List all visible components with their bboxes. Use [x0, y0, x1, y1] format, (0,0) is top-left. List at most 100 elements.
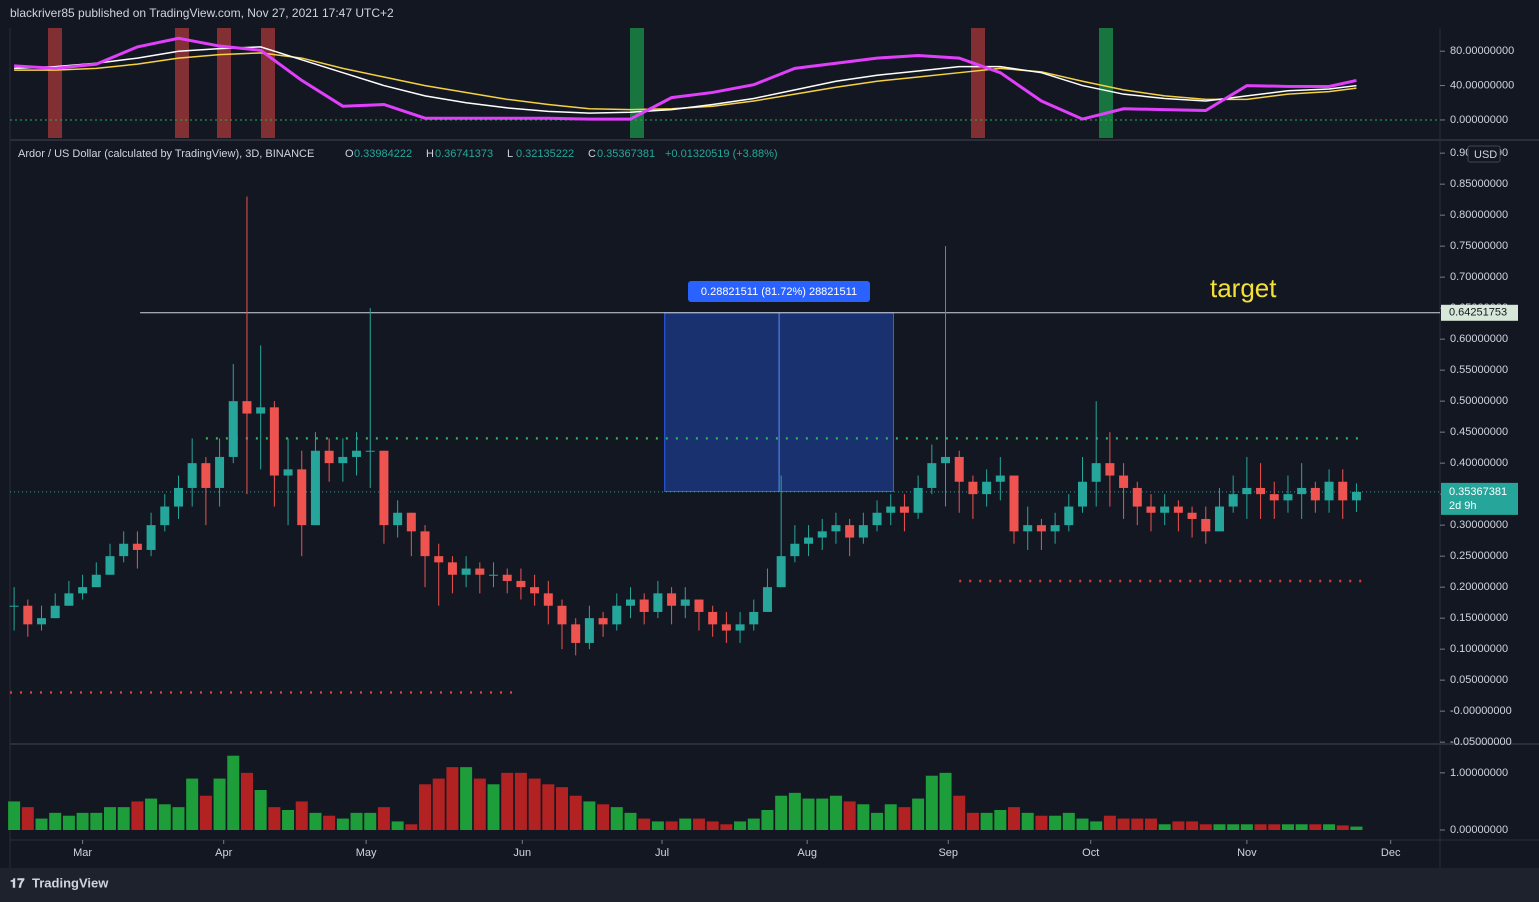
volume-bar	[775, 795, 788, 830]
candle-body	[749, 611, 759, 625]
volume-bar	[610, 807, 623, 830]
x-tick-label: Dec	[1381, 847, 1401, 859]
ohlc-key: C	[588, 148, 596, 160]
candle-body	[721, 624, 731, 631]
volume-bar	[1268, 824, 1281, 830]
candle-body	[653, 593, 663, 612]
ohlc-value: 0.33984222	[354, 148, 412, 160]
y-tick-label: 0.45000000	[1450, 426, 1508, 438]
y-tick-label: 0.15000000	[1450, 612, 1508, 624]
candle-body	[1214, 506, 1224, 532]
ohlc-value: 0.35367381	[597, 148, 655, 160]
volume-bar	[953, 795, 966, 830]
y-tick-label: 0.10000000	[1450, 643, 1508, 655]
candle-body	[502, 574, 512, 581]
candle-body	[790, 543, 800, 557]
y-tick-label: 0.05000000	[1450, 674, 1508, 686]
candle-body	[23, 605, 33, 625]
y-tick-label: 0.40000000	[1450, 457, 1508, 469]
volume-bar	[473, 778, 486, 830]
volume-bar	[706, 821, 719, 830]
volume-bar	[8, 801, 21, 830]
volume-bar	[90, 812, 103, 830]
candle-body	[1146, 506, 1156, 513]
volume-bar	[898, 807, 911, 830]
candle-body	[324, 450, 334, 464]
candle-body	[543, 593, 553, 606]
y-tick-label: 0.75000000	[1450, 240, 1508, 252]
candle-body	[256, 407, 266, 414]
volume-bar	[309, 812, 322, 830]
volume-bar	[1199, 824, 1212, 830]
y-tick-label: 0.50000000	[1450, 395, 1508, 407]
candle-body	[1283, 494, 1293, 501]
volume-bar	[268, 807, 281, 830]
volume-bar	[1062, 812, 1075, 830]
x-tick-label: May	[356, 847, 377, 859]
volume-bar	[377, 807, 390, 830]
volume-bar	[227, 755, 240, 830]
volume-bar	[651, 821, 664, 830]
volume-bar	[857, 804, 870, 830]
candle-body	[228, 401, 238, 457]
candle-body	[1023, 525, 1033, 532]
candle-body	[297, 469, 307, 526]
volume-bar	[1186, 821, 1199, 830]
ohlc-key: O	[345, 148, 354, 160]
candle-body	[927, 463, 937, 488]
volume-bar	[884, 804, 897, 830]
candle-body	[338, 456, 348, 464]
volume-bar	[21, 807, 34, 830]
candle-body	[571, 624, 581, 643]
volume-bar	[76, 812, 89, 830]
ohlc-value: 0.32135222	[516, 148, 574, 160]
volume-bar	[679, 818, 692, 830]
volume-bar	[1213, 824, 1226, 830]
volume-bar	[1090, 821, 1103, 830]
y-tick-label: 0.25000000	[1450, 550, 1508, 562]
candle-body	[434, 556, 444, 563]
volume-bar	[912, 798, 925, 830]
volume-bar	[172, 807, 185, 830]
footer-bar	[0, 868, 1539, 902]
candle-body	[447, 562, 457, 575]
volume-bar	[569, 795, 582, 830]
volume-bar	[843, 801, 856, 830]
volume-bar	[966, 812, 979, 830]
candle-body	[406, 512, 416, 532]
volume-bar	[1158, 824, 1171, 830]
candle-body	[91, 574, 101, 588]
x-tick-label: Oct	[1082, 847, 1099, 859]
candle-body	[37, 618, 47, 625]
volume-bar	[1323, 824, 1336, 830]
currency-badge	[1467, 145, 1501, 163]
osc-line	[14, 36, 1357, 121]
candle-body	[50, 605, 60, 619]
volume-bar	[829, 795, 842, 830]
osc-highlight	[48, 28, 62, 138]
candle-body	[804, 537, 814, 544]
volume-bar	[1035, 815, 1048, 830]
volume-bar	[816, 798, 829, 830]
ohlc-change: +0.01320519 (+3.88%)	[665, 148, 778, 160]
candle-body	[1050, 525, 1060, 532]
osc-highlight	[1099, 28, 1113, 138]
candle-body	[1201, 518, 1211, 532]
currency-label: USD	[1474, 149, 1497, 161]
candle-body	[132, 543, 142, 550]
candle-body	[776, 556, 786, 588]
candle-body	[598, 618, 608, 625]
volume-bar	[49, 812, 62, 830]
volume-bar	[282, 810, 295, 830]
candle-body	[173, 487, 183, 507]
candle-body	[1242, 487, 1252, 495]
volume-bar	[1350, 826, 1363, 830]
y-tick-label: 0.55000000	[1450, 364, 1508, 376]
x-tick-label: Sep	[938, 847, 958, 859]
candle-body	[913, 487, 923, 513]
x-tick-label: Jul	[655, 847, 669, 859]
volume-bar	[446, 767, 459, 830]
candle-body	[1160, 506, 1170, 513]
volume-bar	[254, 790, 267, 830]
volume-bar	[747, 818, 760, 830]
